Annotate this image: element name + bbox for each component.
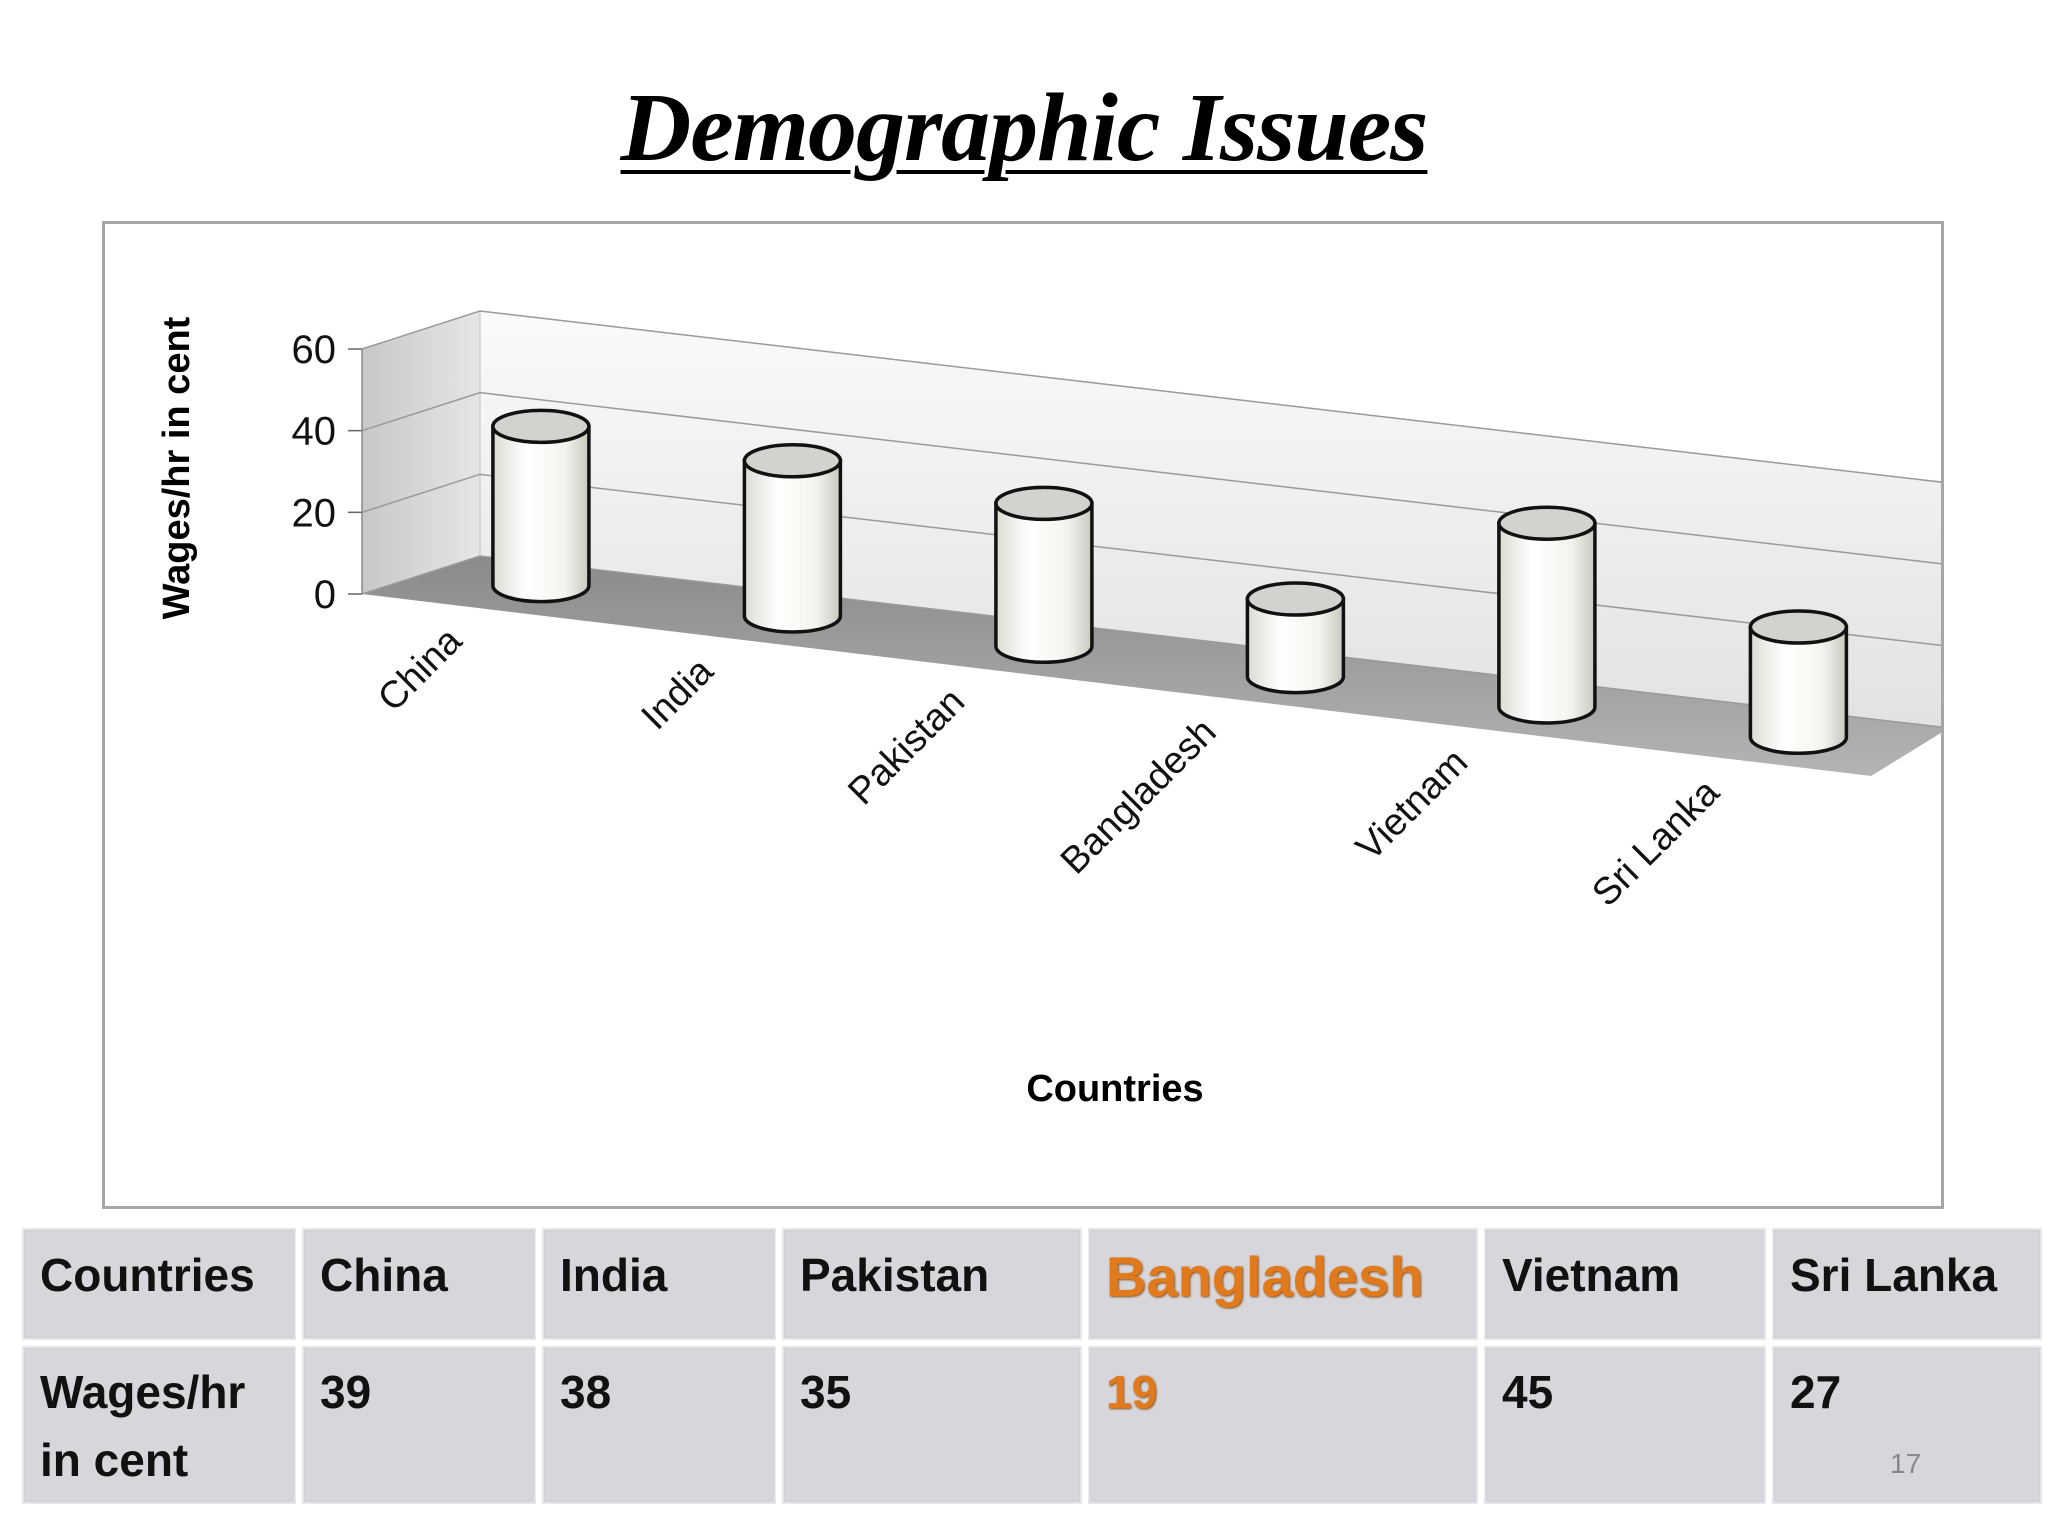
table-header-cell: Pakistan [782, 1228, 1082, 1340]
bar-vietnam [1497, 505, 1597, 725]
bar-body [994, 501, 1094, 664]
bar-body [1245, 597, 1346, 695]
table-value-cell: 45 [1484, 1346, 1766, 1504]
bar-body [742, 459, 843, 634]
x-tick-label: China [370, 619, 471, 720]
bar-pakistan [994, 485, 1094, 664]
table-value-cell: 35 [782, 1346, 1082, 1504]
bar-china [491, 408, 591, 604]
bar-top [742, 443, 843, 479]
bar-india [742, 443, 843, 634]
table-header-cell: Countries [22, 1228, 296, 1340]
table-row-label: Wages/hr in cent [22, 1346, 296, 1504]
y-tick-label: 60 [292, 328, 337, 372]
bar-sri-lanka [1748, 609, 1849, 755]
bar-top [491, 408, 591, 445]
bar-body [1748, 625, 1849, 755]
table-header-cell: India [542, 1228, 776, 1340]
table-header-cell: Sri Lanka [1772, 1228, 2042, 1340]
bar-top [1497, 505, 1597, 541]
chart-side-wall [361, 310, 481, 595]
table-header-cell: Vietnam [1484, 1228, 1766, 1340]
table-value-cell: 38 [542, 1346, 776, 1504]
x-tick-label: Pakistan [840, 680, 973, 813]
bar-top [994, 485, 1094, 522]
chart-area: 0 20 40 60 China India Pakistan Bangladesh Viet… [102, 221, 1944, 1209]
gridline [361, 555, 1941, 728]
y-tick-label: 0 [314, 573, 336, 617]
table-value-cell-highlight: 19 [1088, 1346, 1478, 1504]
table-header-cell: China [302, 1228, 536, 1340]
gridline [361, 310, 1941, 483]
y-tick-label: 40 [292, 410, 337, 454]
table-header-row: Countries China India Pakistan Banglades… [22, 1228, 2042, 1340]
table-header-cell-highlight: Bangladesh [1088, 1228, 1478, 1340]
bar-top [1245, 581, 1346, 617]
bar-bangladesh [1245, 581, 1346, 695]
table-value-row: Wages/hr in cent 39 38 35 19 45 27 [22, 1346, 2042, 1504]
y-axis-title: Wages/hr in cent [156, 316, 198, 619]
bars [491, 408, 1849, 755]
bar-top [1748, 609, 1849, 645]
bar-body [491, 424, 591, 604]
gridline [361, 391, 1941, 565]
row-label-line1: Wages/hr [40, 1366, 246, 1418]
x-axis-title: Countries [1026, 1068, 1203, 1110]
row-label-line2: in cent [40, 1434, 189, 1486]
y-axis: 0 20 40 60 [292, 310, 1941, 728]
slide-title: Demographic Issues [620, 74, 1429, 182]
page-number: 17 [1890, 1448, 1922, 1479]
x-tick-label: India [634, 650, 723, 739]
y-tick-label: 20 [292, 491, 337, 535]
table-value-cell: 27 [1772, 1346, 2042, 1504]
wages-table: Countries China India Pakistan Banglades… [16, 1222, 2048, 1510]
table-value-cell: 39 [302, 1346, 536, 1504]
bar-body [1497, 521, 1597, 725]
x-tick-label: Bangladesh [1053, 711, 1225, 883]
gridline [361, 473, 1941, 647]
